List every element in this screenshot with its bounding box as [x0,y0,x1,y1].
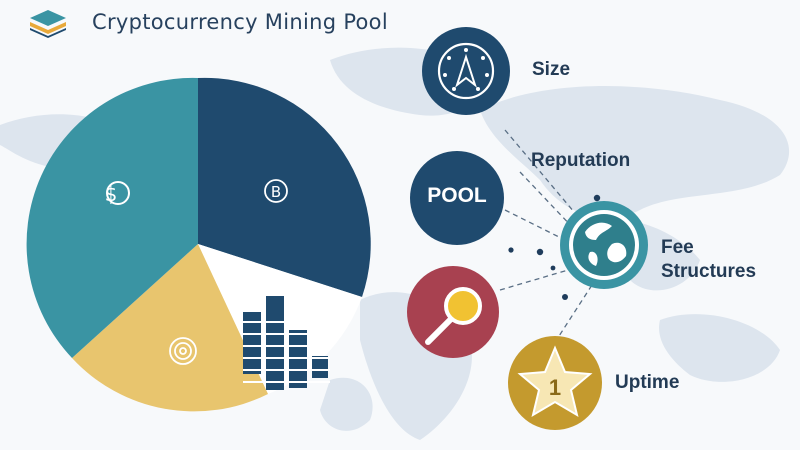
uptime-circle: 1 [508,336,602,430]
uptime-label: Uptime [615,372,680,393]
compass-icon [443,48,489,91]
bitcoin-icon [264,179,288,203]
magnifier-icon [425,287,482,345]
pie-slice-teal [26,77,198,358]
logo-icon [30,10,66,38]
size-label: Size [532,59,571,80]
reputation-label: Reputation [531,150,631,171]
pie-slice-blue [198,77,371,298]
fee-label-line2: Structures [661,261,757,282]
pie-slice-yellow [72,244,268,412]
size-circle [422,27,510,115]
globe-icon [585,222,627,266]
svg-text:$: $ [105,182,118,206]
fee-circle [560,201,648,289]
pool-label: POOL [427,184,487,207]
star-number: 1 [549,375,561,400]
target-coin-icon [169,337,197,365]
svg-text:B: B [271,183,281,201]
page-title: Cryptocurrency Mining Pool [92,10,388,34]
star-number-icon [517,345,593,418]
search-circle [407,266,499,358]
dollar-coin-icon [106,181,130,205]
pool-circle [410,151,504,245]
fee-label-line1: Fee [661,237,694,258]
